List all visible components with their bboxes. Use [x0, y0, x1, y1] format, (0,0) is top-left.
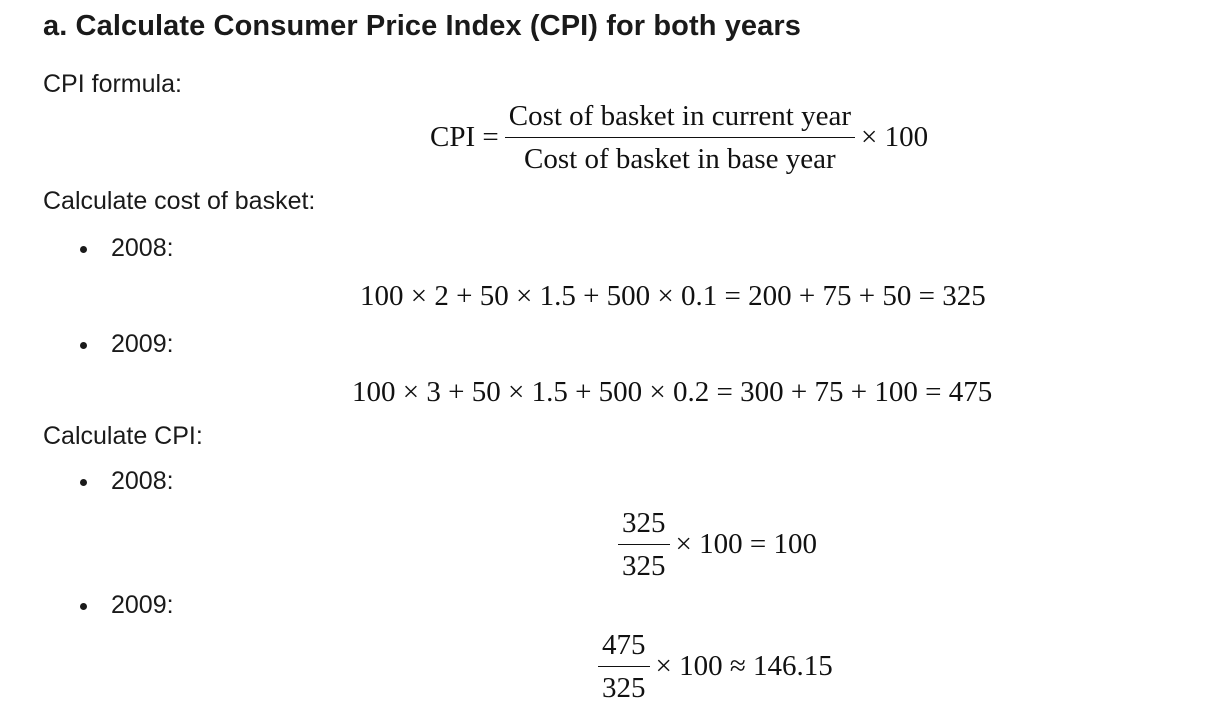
cpi-2008-equation: 325 325 × 100 = 100	[612, 505, 817, 585]
cpi-formula-numerator: Cost of basket in current year	[504, 98, 855, 139]
cpi-2008-denominator: 325	[622, 550, 666, 583]
cpi-2009-numerator: 475	[598, 627, 650, 668]
cpi-2009-equation: 475 325 × 100 ≈ 146.15	[592, 627, 833, 707]
bullet-icon	[80, 246, 87, 253]
list-item: 2008:	[80, 467, 174, 496]
list-item: 2009:	[80, 330, 174, 359]
basket-label: Calculate cost of basket:	[43, 187, 316, 215]
basket-2008-equation-text: 100 × 2 + 50 × 1.5 + 500 × 0.1 = 200 + 7…	[360, 280, 986, 312]
basket-2008-year: 2008:	[111, 234, 174, 262]
basket-2009-year: 2009:	[111, 330, 174, 358]
cpi-formula-fraction: Cost of basket in current year Cost of b…	[504, 98, 855, 178]
cpi-2009-fraction: 475 325	[598, 627, 650, 707]
cpi-formula-rhs: × 100	[861, 121, 929, 154]
cpi-2009-rhs: × 100 ≈ 146.15	[655, 650, 833, 683]
cpi-formula-denominator: Cost of basket in base year	[524, 143, 836, 176]
cpi-label: Calculate CPI:	[43, 422, 203, 450]
bullet-icon	[80, 603, 87, 610]
section-heading: a. Calculate Consumer Price Index (CPI) …	[43, 10, 801, 42]
basket-2009-equation: 100 × 3 + 50 × 1.5 + 500 × 0.2 = 300 + 7…	[352, 376, 992, 409]
list-item: 2008:	[80, 234, 174, 263]
cpi-2009-year: 2009:	[111, 591, 174, 619]
cpi-2008-numerator: 325	[618, 505, 670, 546]
bullet-icon	[80, 479, 87, 486]
cpi-2008-year: 2008:	[111, 467, 174, 495]
list-item: 2009:	[80, 591, 174, 620]
basket-2008-equation: 100 × 2 + 50 × 1.5 + 500 × 0.1 = 200 + 7…	[360, 280, 986, 313]
cpi-formula-label: CPI formula:	[43, 70, 182, 98]
bullet-icon	[80, 342, 87, 349]
basket-2009-equation-text: 100 × 3 + 50 × 1.5 + 500 × 0.2 = 300 + 7…	[352, 376, 993, 408]
cpi-2008-rhs: × 100 = 100	[675, 528, 817, 561]
cpi-2009-denominator: 325	[602, 672, 646, 705]
cpi-formula-lhs: CPI =	[430, 121, 499, 154]
cpi-formula-equation: CPI = Cost of basket in current year Cos…	[430, 98, 928, 178]
cpi-2008-fraction: 325 325	[618, 505, 670, 585]
